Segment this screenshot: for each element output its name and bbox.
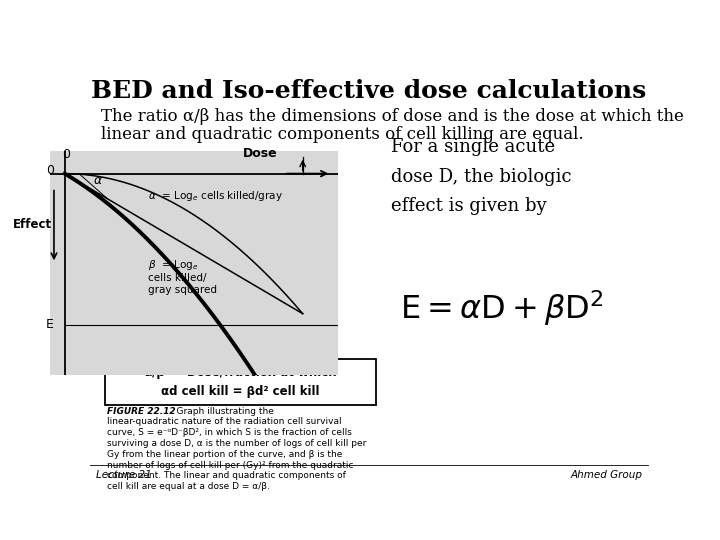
Text: dose D, the biologic: dose D, the biologic — [392, 167, 572, 186]
Text: Effect: Effect — [12, 218, 52, 231]
Text: Lecture 21: Lecture 21 — [96, 470, 151, 480]
Text: α/β  = Dose/fraction at which: α/β = Dose/fraction at which — [144, 366, 337, 379]
Text: 0: 0 — [46, 164, 54, 177]
Text: $\mathrm{E} = \alpha\mathrm{D} + \beta\mathrm{D}^2$: $\mathrm{E} = \alpha\mathrm{D} + \beta\m… — [400, 288, 603, 328]
Text: αd cell kill = βd² cell kill: αd cell kill = βd² cell kill — [161, 385, 320, 398]
FancyBboxPatch shape — [105, 359, 377, 405]
Text: $\beta$  = Log$_e$
cells killed/
gray squared: $\beta$ = Log$_e$ cells killed/ gray squ… — [148, 258, 217, 295]
Text: Dose: Dose — [243, 147, 277, 160]
Text: effect is given by: effect is given by — [392, 198, 547, 215]
Text: Gy from the linear portion of the curve, and β is the: Gy from the linear portion of the curve,… — [107, 450, 342, 459]
Text: $\alpha$: $\alpha$ — [93, 174, 103, 187]
Text: Ahmed Group: Ahmed Group — [570, 470, 642, 480]
Text: E: E — [46, 319, 54, 332]
Text: $\alpha$  = Log$_e$ cells killed/gray: $\alpha$ = Log$_e$ cells killed/gray — [148, 189, 283, 203]
Text: number of logs of cell kill per (Gy)² from the quadratic: number of logs of cell kill per (Gy)² fr… — [107, 461, 354, 470]
Text: linear-quadratic nature of the radiation cell survival: linear-quadratic nature of the radiation… — [107, 417, 341, 427]
Text: The ratio α/β has the dimensions of dose and is the dose at which the: The ratio α/β has the dimensions of dose… — [101, 109, 684, 125]
Text: For a single acute: For a single acute — [392, 138, 555, 156]
Text: 0: 0 — [62, 148, 70, 161]
Text: component. The linear and quadratic components of: component. The linear and quadratic comp… — [107, 471, 346, 481]
Text: curve, S = e⁻ᵅD⁻βD², in which S is the fraction of cells: curve, S = e⁻ᵅD⁻βD², in which S is the f… — [107, 428, 351, 437]
Text: linear and quadratic components of cell killing are equal.: linear and quadratic components of cell … — [101, 126, 584, 143]
Text: cell kill are equal at a dose D = α/β.: cell kill are equal at a dose D = α/β. — [107, 482, 269, 491]
Text: BED and Iso-effective dose calculations: BED and Iso-effective dose calculations — [91, 79, 647, 103]
Text: surviving a dose D, α is the number of logs of cell kill per: surviving a dose D, α is the number of l… — [107, 439, 366, 448]
Text: FIGURE 22.12: FIGURE 22.12 — [107, 407, 176, 416]
Text: Graph illustrating the: Graph illustrating the — [166, 407, 274, 416]
